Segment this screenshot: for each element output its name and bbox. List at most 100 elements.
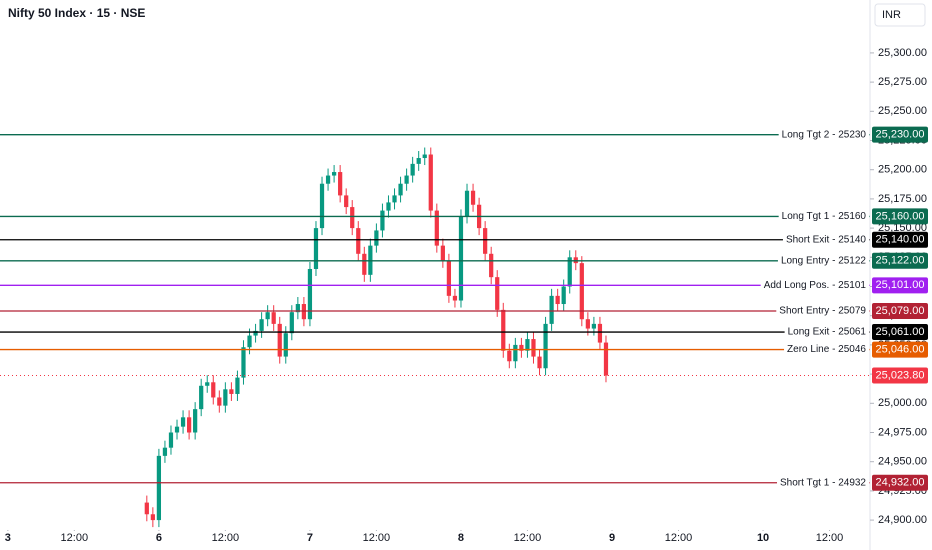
level-label-bg	[760, 278, 870, 293]
candle-body	[416, 158, 421, 164]
candle-body	[174, 426, 180, 433]
price-tag	[872, 367, 928, 384]
level-label: Zero Line - 25046	[787, 344, 866, 355]
candle-body	[235, 377, 240, 394]
x-tick-label: 6	[156, 532, 162, 544]
level-label-bg	[778, 127, 870, 142]
candle-body	[338, 172, 343, 196]
y-tick-label: 25,150.00	[878, 222, 927, 234]
candle-body	[156, 455, 162, 521]
candle-body	[525, 339, 530, 351]
candle-body	[434, 210, 439, 246]
candle-body	[350, 207, 355, 229]
candle-body	[507, 350, 512, 362]
price-tag-label: 24,932.00	[876, 477, 925, 489]
candle-body	[440, 245, 445, 261]
level-label-bg	[784, 342, 870, 357]
candle-body	[561, 286, 566, 305]
candle-body	[531, 339, 536, 357]
candle-body	[549, 295, 554, 324]
currency[interactable]: INR	[882, 9, 901, 21]
level-label: Short Tgt 1 - 24932	[780, 477, 866, 488]
candle-body	[591, 323, 597, 329]
price-tag-label: 25,023.80	[876, 369, 925, 381]
price-tag	[872, 231, 928, 248]
currency-box[interactable]	[874, 3, 926, 27]
x-tick-label: 12:00	[363, 532, 391, 544]
candle-body	[585, 319, 590, 329]
candle-body	[446, 260, 452, 296]
candle-body	[392, 195, 397, 203]
price-tag-label: 25,101.00	[876, 279, 925, 291]
candle-body	[543, 323, 548, 369]
candle-body	[265, 312, 270, 320]
price-tag	[872, 341, 928, 358]
candle-body	[223, 389, 228, 406]
candle-body	[483, 228, 488, 254]
price-tag-label: 25,122.00	[876, 255, 925, 267]
candle-body	[162, 447, 168, 456]
candle-body	[537, 356, 542, 369]
candle-body	[579, 263, 584, 320]
level-label-bg	[778, 209, 870, 224]
candle-body	[199, 385, 204, 410]
candle-body	[428, 154, 433, 211]
x-tick-label: 9	[609, 532, 615, 544]
level-label-bg	[777, 253, 870, 268]
x-tick-label: 12:00	[816, 532, 844, 544]
level-label: Short Exit - 25140	[786, 234, 866, 245]
y-tick-label: 24,950.00	[878, 456, 927, 468]
candle-body	[458, 216, 464, 301]
price-tag	[872, 324, 928, 341]
candle-body	[180, 417, 186, 427]
y-tick-label: 25,250.00	[878, 105, 927, 117]
candle-body	[241, 347, 246, 378]
candle-body	[356, 228, 361, 254]
level-label-bg	[777, 475, 870, 490]
candle-body	[325, 175, 331, 184]
candle-body	[193, 409, 198, 433]
price-tag	[872, 252, 928, 269]
candle-body	[410, 163, 415, 176]
candle-body	[331, 172, 337, 176]
level-label-bg	[776, 304, 870, 319]
candle-body	[253, 330, 258, 336]
y-tick-label: 25,175.00	[878, 193, 927, 205]
candle-body	[289, 312, 294, 334]
candle-body	[501, 309, 506, 351]
candle-body	[186, 417, 192, 433]
x-tick-label: 12:00	[514, 532, 542, 544]
x-tick-label: 12:00	[212, 532, 240, 544]
price-tag-label: 25,079.00	[876, 305, 925, 317]
candle-body	[495, 277, 500, 310]
level-label: Long Tgt 2 - 25230	[782, 129, 867, 140]
y-tick-label: 25,000.00	[878, 397, 927, 409]
price-tag-label: 25,230.00	[876, 129, 925, 141]
candle-body	[247, 335, 252, 348]
price-tag-label: 25,046.00	[876, 343, 925, 355]
level-label-bg	[784, 325, 870, 340]
chart-title: Nifty 50 Index · 15 · NSE	[8, 6, 145, 20]
candle-body	[519, 344, 524, 351]
x-tick-label: 3	[5, 532, 11, 544]
level-label-bg	[782, 232, 870, 247]
y-tick-label: 24,975.00	[878, 426, 927, 438]
candle-body	[489, 253, 494, 278]
level-label: Short Entry - 25079	[779, 306, 866, 317]
candle-body	[229, 389, 234, 394]
candle-body	[295, 304, 300, 313]
x-tick-label: 12:00	[61, 532, 89, 544]
candle-body	[362, 253, 367, 275]
price-tag-label: 25,140.00	[876, 234, 925, 246]
level-label: Long Tgt 1 - 25160	[782, 211, 867, 222]
candle-body	[422, 154, 427, 159]
candle-body	[307, 268, 313, 320]
level-label: Add Long Pos. - 25101	[764, 280, 867, 291]
candle-body	[283, 333, 288, 357]
x-tick-label: 8	[458, 532, 464, 544]
x-tick-label: 12:00	[665, 532, 693, 544]
candle-body	[470, 190, 476, 205]
candle-body	[259, 319, 264, 331]
candle-body	[168, 432, 174, 448]
